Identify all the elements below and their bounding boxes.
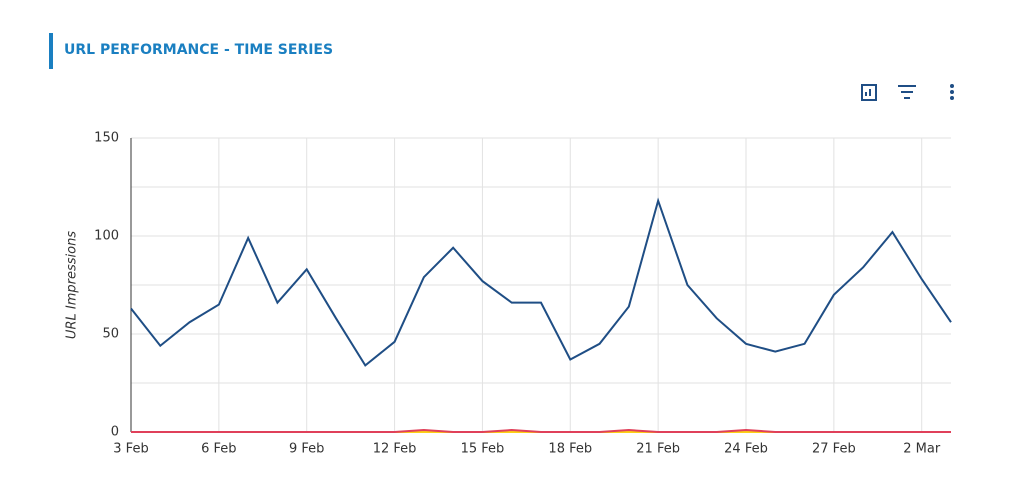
y-axis-label: URL Impressions	[65, 231, 80, 339]
title-accent	[49, 33, 53, 69]
y-tick-label: 100	[94, 229, 119, 244]
filter-icon[interactable]	[898, 85, 916, 99]
x-tick-label: 9 Feb	[289, 442, 324, 457]
chart-title: URL PERFORMANCE - TIME SERIES	[64, 42, 333, 58]
y-tick-label: 0	[111, 425, 119, 440]
menu-icon[interactable]	[950, 84, 954, 100]
series-line	[130, 197, 952, 367]
x-tick-label: 3 Feb	[113, 442, 148, 457]
x-tick-label: 6 Feb	[201, 442, 236, 457]
x-tick-label: 24 Feb	[724, 442, 768, 457]
series-line	[131, 429, 951, 433]
y-tick-label: 50	[102, 327, 119, 342]
x-tick-label: 27 Feb	[812, 442, 856, 457]
x-tick-label: 2 Mar	[903, 442, 941, 457]
chart-icon[interactable]	[861, 84, 877, 101]
y-tick-label: 150	[94, 131, 119, 146]
x-tick-label: 15 Feb	[461, 442, 505, 457]
x-tick-label: 18 Feb	[548, 442, 592, 457]
x-tick-label: 21 Feb	[636, 442, 680, 457]
x-tick-label: 12 Feb	[373, 442, 417, 457]
